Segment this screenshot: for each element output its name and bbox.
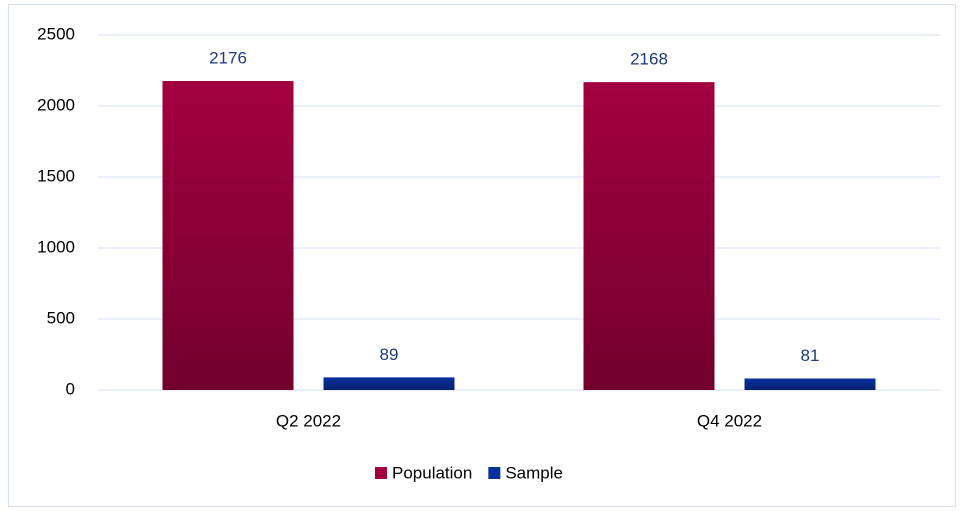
y-tick-label: 1000 xyxy=(37,237,75,256)
bar xyxy=(162,81,294,391)
data-label: 89 xyxy=(380,345,399,364)
y-tick-label: 2500 xyxy=(37,24,75,43)
y-tick-label: 2000 xyxy=(37,95,75,114)
legend-label: Sample xyxy=(505,463,563,482)
x-tick-label: Q2 2022 xyxy=(276,411,341,430)
chart-border xyxy=(8,4,956,507)
y-tick-label: 1500 xyxy=(37,166,75,185)
y-tick-label: 500 xyxy=(47,308,75,327)
bar xyxy=(744,378,876,390)
legend-swatch xyxy=(375,467,387,479)
y-tick-label: 0 xyxy=(66,379,75,398)
data-label: 81 xyxy=(801,346,820,365)
legend-label: Population xyxy=(392,463,472,482)
data-label: 2176 xyxy=(209,48,247,67)
bar xyxy=(583,82,715,391)
legend-swatch xyxy=(488,467,501,479)
data-label: 2168 xyxy=(630,50,668,69)
x-tick-label: Q4 2022 xyxy=(697,411,762,430)
bar xyxy=(323,377,455,390)
